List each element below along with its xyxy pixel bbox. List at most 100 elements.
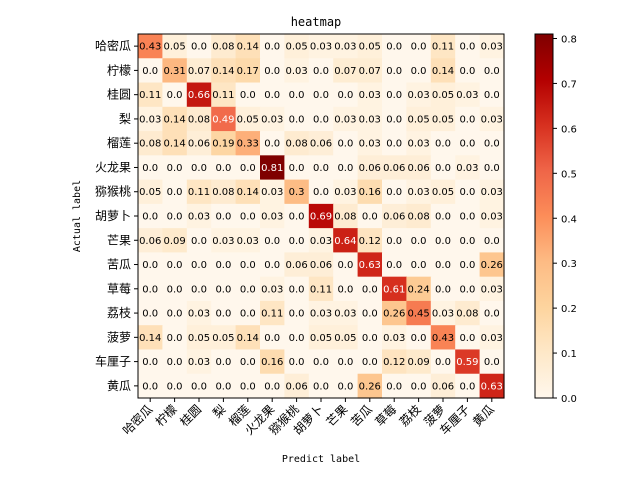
heatmap-cell	[479, 300, 505, 326]
heatmap-cell	[186, 131, 212, 156]
cell-value-label: 0.03	[139, 114, 161, 125]
heatmap-cell	[138, 203, 163, 229]
heatmap-cell	[260, 203, 285, 229]
heatmap-cell	[357, 155, 383, 181]
heatmap-cell	[357, 300, 383, 326]
heatmap-cell	[455, 179, 481, 205]
cell-value-label: 0.0	[484, 357, 500, 368]
cell-value-label: 0.0	[386, 114, 402, 125]
heatmap-cell	[235, 349, 261, 375]
heatmap-cell	[357, 34, 383, 59]
heatmap-cell	[357, 106, 383, 132]
heatmap-cell	[308, 349, 334, 375]
heatmap-cell	[162, 106, 188, 132]
heatmap-cell	[186, 252, 212, 278]
cell-value-label: 0.0	[167, 381, 183, 392]
cell-value-label: 0.06	[383, 212, 405, 223]
heatmap-cell	[260, 179, 285, 205]
heatmap-cell	[406, 106, 432, 132]
colorbar-tick-label: 0.6	[561, 124, 577, 135]
cell-value-label: 0.0	[142, 309, 158, 320]
heatmap-cell	[211, 34, 237, 59]
cell-value-label: 0.0	[337, 284, 353, 295]
heatmap-cell	[260, 106, 285, 132]
colorbar-tick-label: 0.5	[561, 169, 577, 180]
heatmap-cell	[382, 349, 407, 375]
cell-value-label: 0.0	[240, 163, 256, 174]
heatmap-cell	[333, 228, 359, 253]
cell-value-label: 0.0	[337, 260, 353, 271]
heatmap-cell	[333, 58, 359, 84]
heatmap-cell	[211, 252, 237, 278]
cell-value-label: 0.63	[359, 260, 381, 271]
cell-value-label: 0.06	[188, 139, 210, 150]
cell-value-label: 0.0	[411, 66, 427, 77]
cell-value-label: 0.03	[481, 42, 503, 53]
heatmap-cell	[455, 325, 481, 351]
cell-value-label: 0.0	[313, 187, 329, 198]
cell-value-label: 0.08	[334, 212, 356, 223]
heatmap-cell	[284, 106, 310, 132]
cell-value-label: 0.0	[435, 236, 451, 247]
heatmap-cell	[260, 58, 285, 84]
cell-value-label: 0.0	[459, 139, 475, 150]
cell-value-label: 0.08	[456, 309, 478, 320]
cell-value-label: 0.16	[359, 187, 381, 198]
heatmap-cell	[308, 252, 334, 278]
heatmap-cell	[308, 58, 334, 84]
heatmap-cell	[479, 252, 505, 278]
cell-value-label: 0.0	[386, 90, 402, 101]
cell-value-label: 0.11	[188, 187, 210, 198]
cell-value-label: 0.05	[407, 114, 429, 125]
heatmap-cell	[138, 34, 163, 59]
cell-value-label: 0.0	[191, 381, 207, 392]
cell-value-label: 0.0	[386, 187, 402, 198]
heatmap-cell	[138, 349, 163, 375]
cell-value-label: 0.33	[237, 139, 259, 150]
heatmap-cell	[211, 131, 237, 156]
cell-value-label: 0.06	[139, 236, 161, 247]
colorbar-tick-label: 0.3	[561, 259, 577, 270]
cell-value-label: 0.0	[411, 333, 427, 344]
cell-value-label: 0.07	[188, 66, 210, 77]
cell-value-label: 0.05	[212, 333, 234, 344]
cell-value-label: 0.0	[313, 114, 329, 125]
cell-value-label: 0.0	[362, 212, 378, 223]
heatmap-cell	[308, 131, 334, 156]
cell-value-label: 0.0	[386, 236, 402, 247]
cell-value-label: 0.08	[407, 212, 429, 223]
heatmap-cell	[479, 34, 505, 59]
cell-value-label: 0.14	[237, 187, 259, 198]
cell-value-label: 0.0	[459, 212, 475, 223]
heatmap-cell	[260, 300, 285, 326]
heatmap-cell	[455, 373, 481, 399]
cell-value-label: 0.43	[139, 42, 161, 53]
y-tick-label: 菠萝	[107, 330, 131, 344]
heatmap-cell	[260, 34, 285, 59]
heatmap-cell	[138, 58, 163, 84]
cell-value-label: 0.03	[432, 309, 454, 320]
cell-value-label: 0.0	[142, 260, 158, 271]
heatmap-cell	[235, 58, 261, 84]
heatmap-cell	[284, 203, 310, 229]
heatmap-cell	[235, 203, 261, 229]
cell-value-label: 0.0	[459, 260, 475, 271]
heatmap-cell	[357, 325, 383, 351]
heatmap-cell	[357, 228, 383, 253]
heatmap-cell	[138, 300, 163, 326]
heatmap-cell	[430, 203, 456, 229]
cell-value-label: 0.0	[142, 212, 158, 223]
heatmap-cell	[455, 300, 481, 326]
heatmap-cell	[455, 34, 481, 59]
cell-value-label: 0.0	[167, 309, 183, 320]
heatmap-cell	[430, 34, 456, 59]
heatmap-cell	[211, 228, 237, 253]
y-tick-label: 黄瓜	[107, 379, 131, 393]
heatmap-cell	[382, 34, 407, 59]
heatmap-cell	[211, 58, 237, 84]
cell-value-label: 0.0	[167, 163, 183, 174]
heatmap-cell	[211, 82, 237, 108]
cell-value-label: 0.0	[191, 163, 207, 174]
heatmap-cell	[162, 155, 188, 181]
